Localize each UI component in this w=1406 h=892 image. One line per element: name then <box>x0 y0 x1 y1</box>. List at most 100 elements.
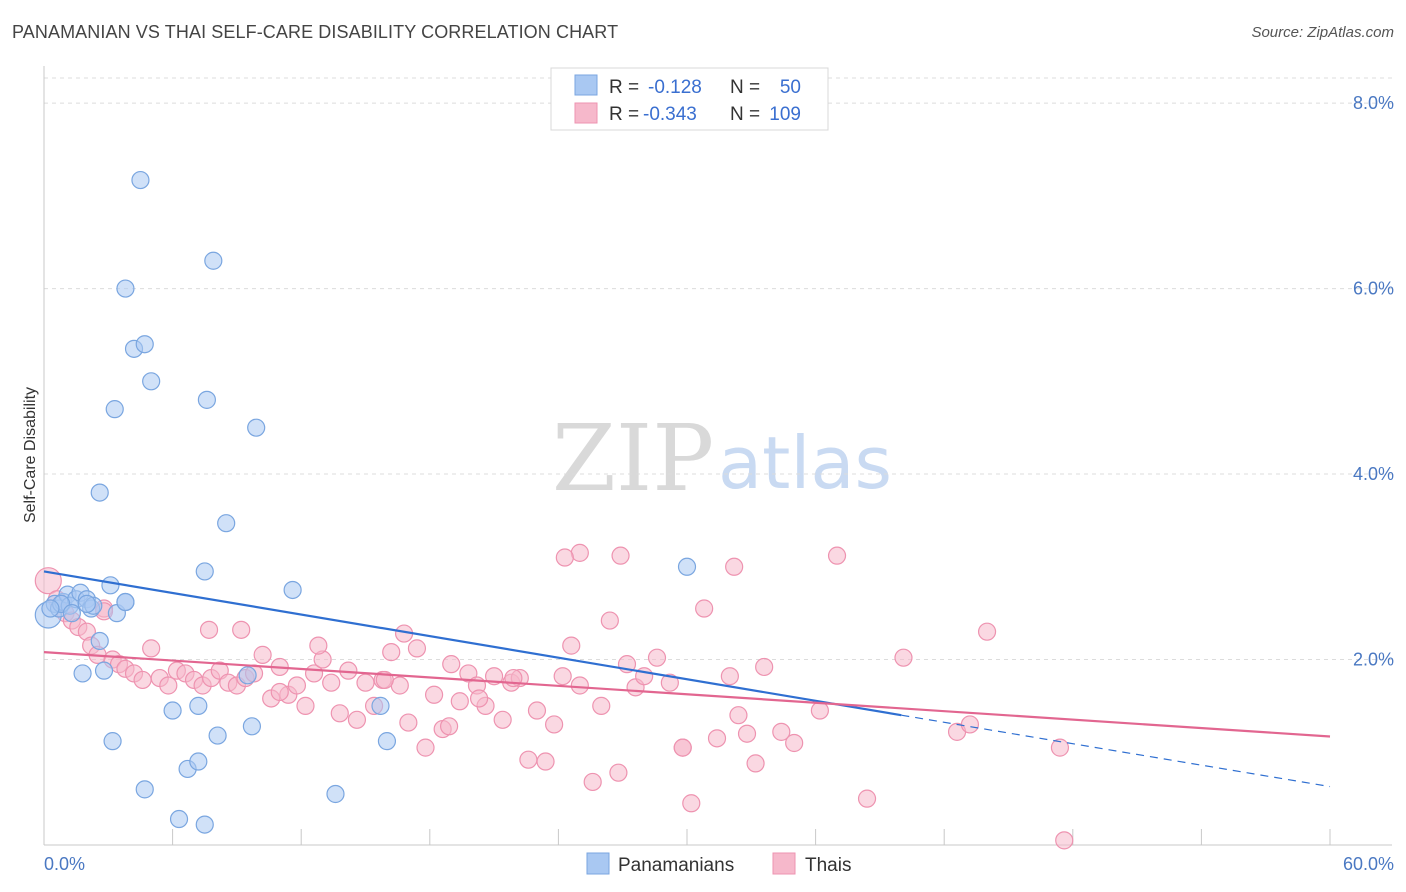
thai-point <box>977 622 997 641</box>
trend-lines <box>43 570 1331 788</box>
panamanian-point <box>62 604 81 623</box>
x-tick-label-min: 0.0% <box>44 854 85 874</box>
x-tick-labels: 0.0% 60.0% <box>44 854 1394 874</box>
thai-point <box>330 704 349 723</box>
thai-point <box>270 682 289 702</box>
panamanian-trend-extension <box>901 714 1331 788</box>
thai-point <box>553 667 572 686</box>
thai-point <box>660 673 679 692</box>
panamanian-point <box>197 390 216 409</box>
bottom-legend-label-panamanian: Panamanians <box>618 855 734 876</box>
thai-point <box>142 639 161 658</box>
thai-point <box>347 710 367 729</box>
watermark-atlas: atlas <box>718 421 892 505</box>
thai-point <box>527 701 547 720</box>
thai-point <box>737 724 757 743</box>
y-tick-label: 4.0% <box>1353 464 1394 484</box>
panamanian-point <box>90 631 109 651</box>
y-tick-label: 2.0% <box>1353 650 1394 670</box>
panamanian-trend-line <box>43 570 902 717</box>
thai-point <box>159 676 178 695</box>
thai-point <box>682 794 701 813</box>
bottom-legend-swatch-panamanian <box>586 852 610 875</box>
thai-point <box>746 754 765 773</box>
thai-point <box>424 685 444 704</box>
watermark-zip: ZIP <box>552 405 714 512</box>
panamanian-point <box>377 732 397 751</box>
thai-point <box>720 667 739 686</box>
panamanian-point <box>142 372 161 391</box>
panamanian-point <box>217 514 236 533</box>
thai-point <box>519 750 538 769</box>
panamanian-point <box>41 599 60 618</box>
thai-point <box>570 543 589 562</box>
y-tick-labels: 2.0% 4.0% 6.0% 8.0% <box>1353 93 1394 669</box>
legend-r-value-panamanian: -0.128 <box>648 77 702 98</box>
thai-point <box>592 696 611 715</box>
panamanian-point <box>371 696 390 715</box>
panamanian-point <box>208 726 227 745</box>
panamanian-point <box>103 732 122 751</box>
panamanian-point <box>73 664 92 683</box>
legend-r-value-thai: -0.343 <box>643 104 697 125</box>
thai-point <box>322 673 341 692</box>
y-tick-label: 6.0% <box>1353 279 1394 299</box>
panamanian-point <box>163 701 182 720</box>
thai-point <box>827 546 847 565</box>
thai-point <box>309 636 328 655</box>
thai-point <box>287 676 307 695</box>
legend-r-label-thai: R = <box>609 104 639 125</box>
thai-point <box>570 676 589 695</box>
thai-point <box>673 738 692 757</box>
thai-trend-line <box>43 651 1331 738</box>
thai-point <box>611 546 630 565</box>
thai-point <box>695 599 714 618</box>
panamanian-point <box>195 562 214 581</box>
panamanian-point <box>238 666 257 685</box>
thai-point <box>536 752 555 771</box>
thai-point <box>707 729 727 748</box>
thai-point <box>810 701 829 720</box>
panamanian-point <box>189 752 208 771</box>
legend-swatch-thai <box>574 102 598 124</box>
y-axis-label: Self-Care Disability <box>22 387 39 523</box>
thai-point <box>442 655 461 674</box>
bottom-legend-swatch-thai <box>772 852 796 875</box>
panamanian-point <box>105 400 124 419</box>
bottom-legend: Panamanians Thais <box>586 852 851 876</box>
thai-point <box>382 643 401 662</box>
thai-point <box>133 670 152 690</box>
thai-point <box>562 636 581 655</box>
panamanian-point <box>247 418 266 437</box>
panamanian-point <box>116 592 135 612</box>
thai-point <box>647 648 667 667</box>
panamanian-point <box>189 696 208 715</box>
thai-point <box>450 692 469 711</box>
panamanian-point <box>677 557 697 576</box>
thai-point <box>232 620 251 639</box>
gridlines <box>44 77 1392 661</box>
legend-n-label-thai: N = <box>730 104 760 125</box>
panamanian-point <box>283 580 302 600</box>
panamanian-point <box>195 815 214 834</box>
panamanian-point <box>326 784 345 804</box>
thai-point <box>356 673 375 692</box>
thai-point <box>407 639 427 658</box>
thai-point <box>439 717 459 736</box>
thai-points <box>34 543 1074 850</box>
thai-point <box>1050 738 1070 757</box>
panamanian-point <box>135 780 154 799</box>
chart-title: PANAMANIAN VS THAI SELF-CARE DISABILITY … <box>12 22 619 42</box>
thai-point <box>772 722 791 741</box>
thai-point <box>755 657 774 677</box>
watermark: ZIP atlas <box>552 405 892 512</box>
thai-point <box>416 738 435 757</box>
legend-r-label-panamanian: R = <box>609 77 639 98</box>
thai-point <box>399 713 418 732</box>
axes <box>43 66 1392 846</box>
thai-point <box>960 715 980 734</box>
y-tick-label: 8.0% <box>1353 93 1394 113</box>
thai-point <box>253 645 272 664</box>
panamanian-points <box>34 170 697 834</box>
